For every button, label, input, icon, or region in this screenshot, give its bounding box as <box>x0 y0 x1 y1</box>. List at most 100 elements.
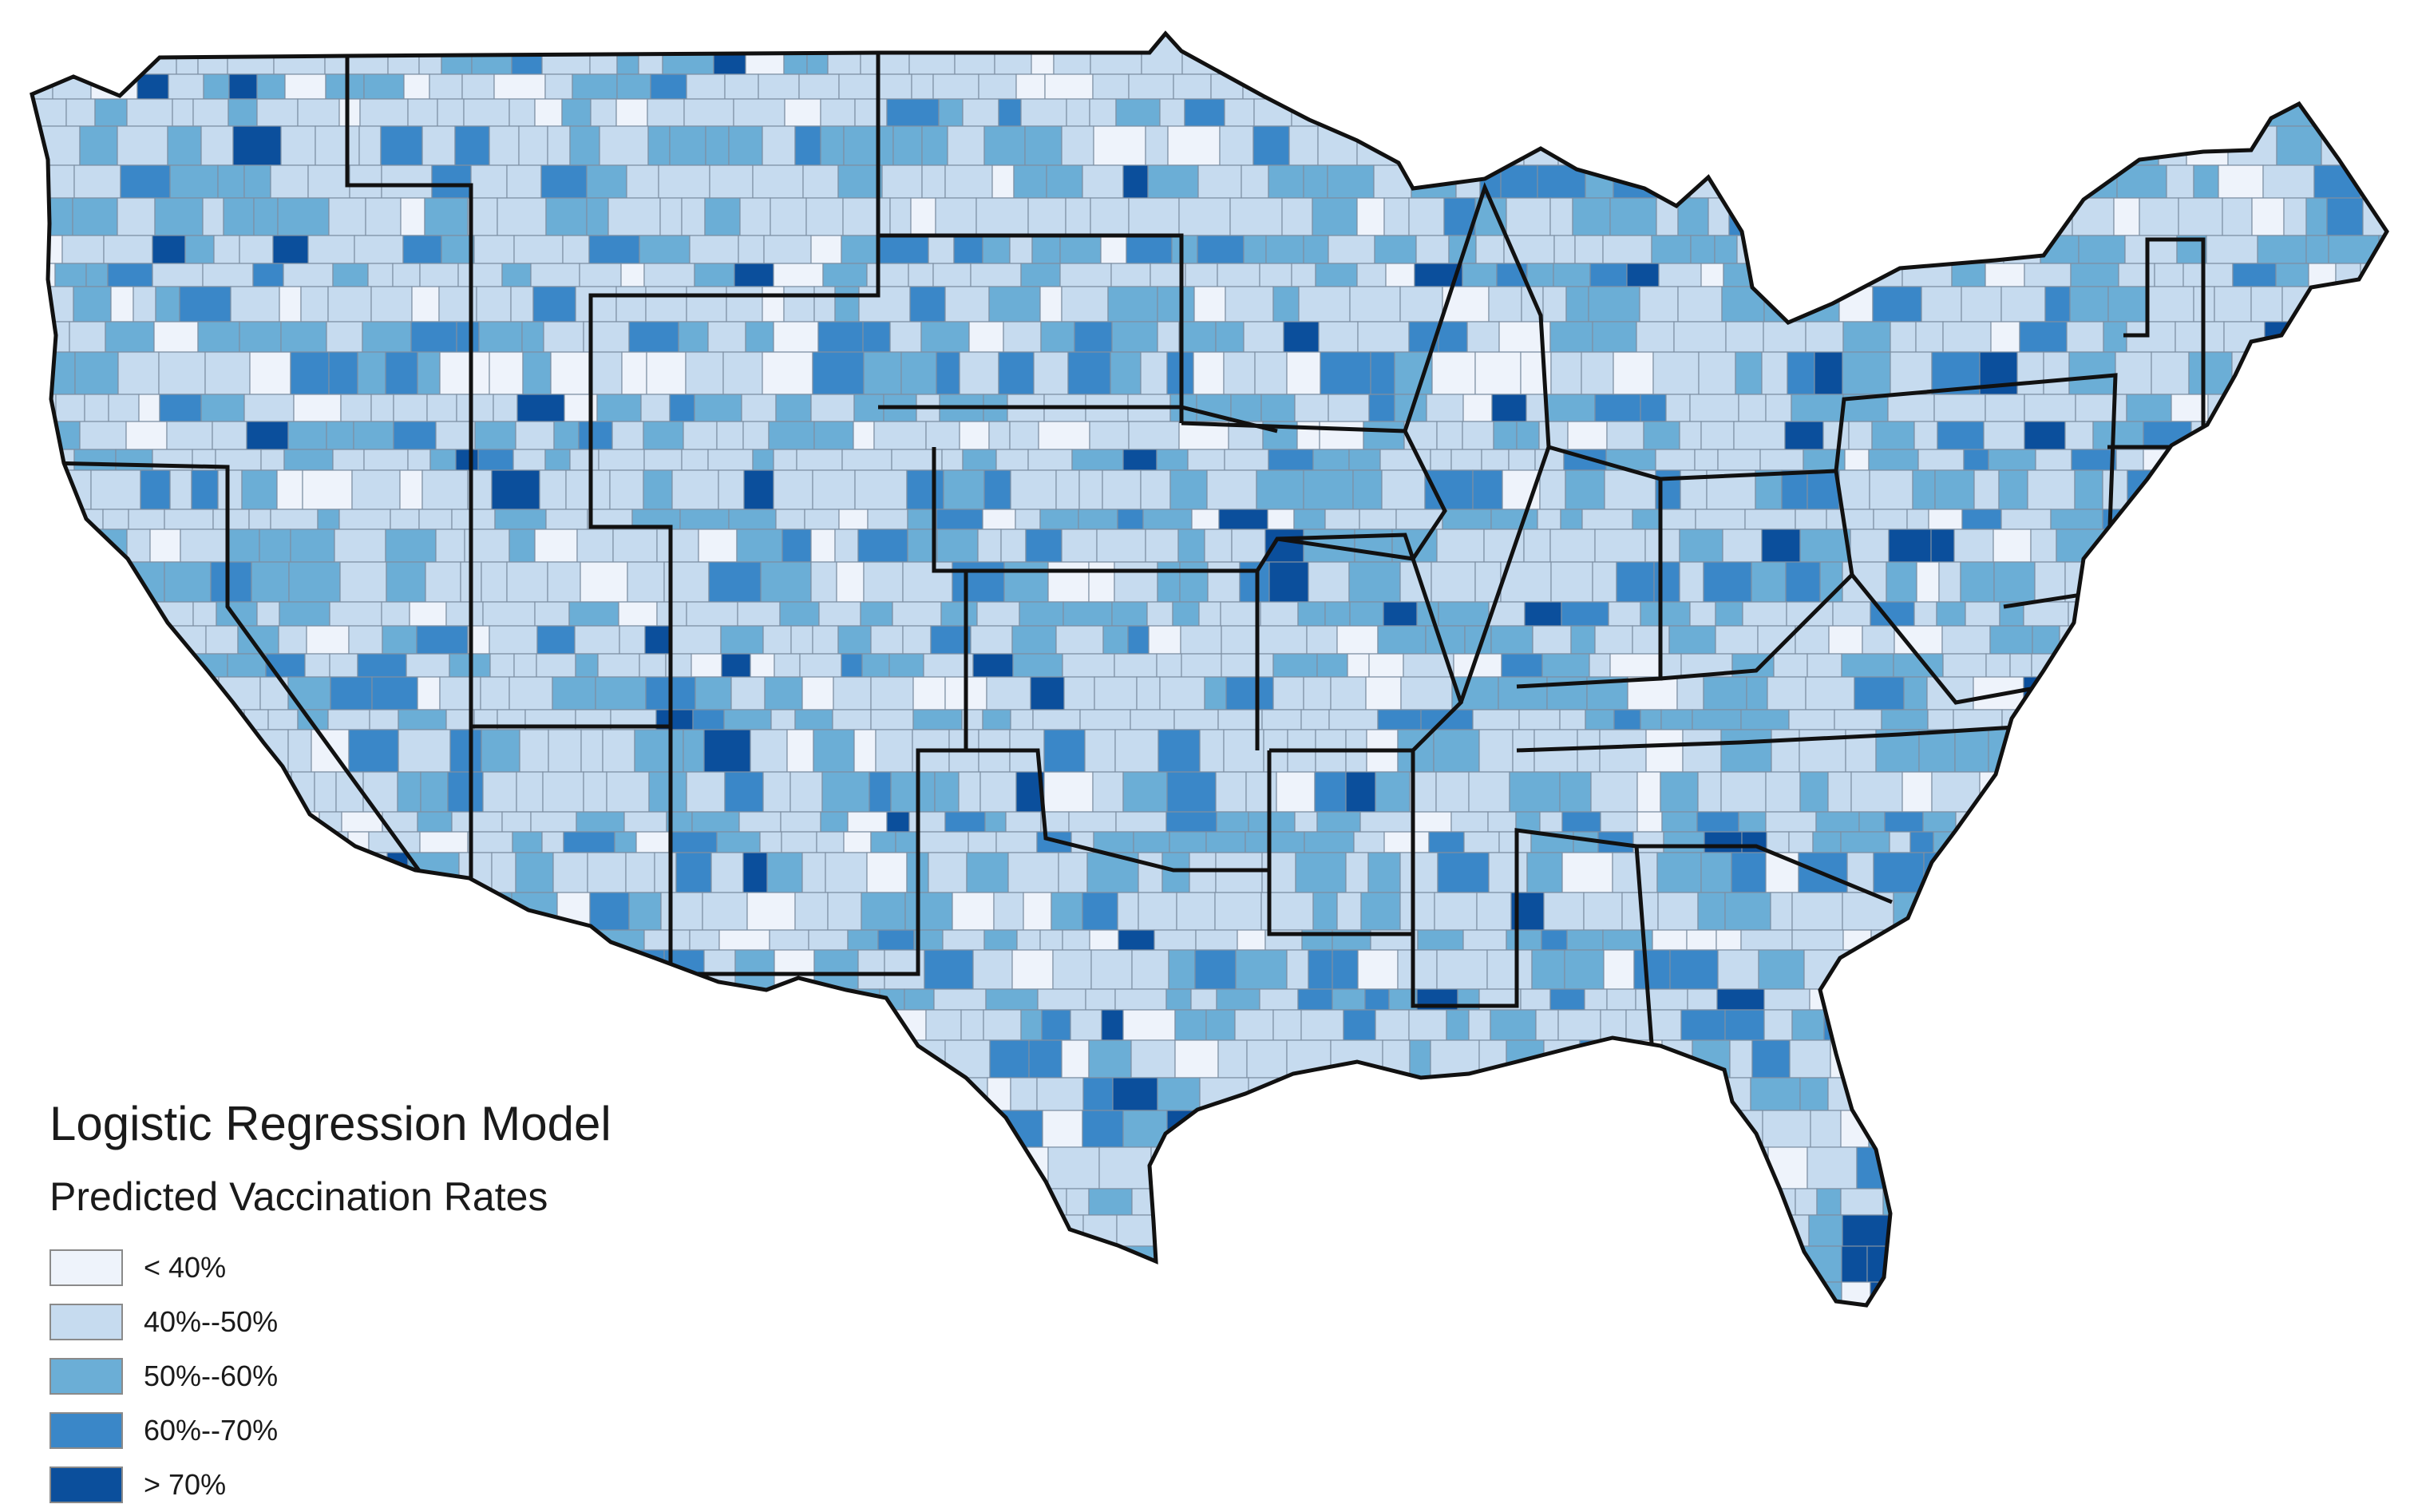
county-region <box>773 1188 805 1216</box>
county-region <box>820 98 856 127</box>
county-region <box>854 469 908 510</box>
county-region <box>991 164 1015 199</box>
county-region <box>1408 197 1445 236</box>
county-region <box>1157 1077 1201 1111</box>
county-region <box>1725 1188 1767 1216</box>
county-region <box>244 811 289 833</box>
county-region <box>786 729 814 773</box>
county-region <box>2308 263 2337 287</box>
county-region <box>1066 1188 1090 1216</box>
county-region <box>1130 709 1175 730</box>
county-region <box>1003 561 1049 603</box>
county-region <box>1259 988 1299 1011</box>
county-region <box>569 1009 611 1041</box>
county-region <box>1092 771 1124 813</box>
county-region <box>2148 676 2171 710</box>
county-region <box>1189 852 1217 893</box>
county-region <box>260 449 285 471</box>
county-region <box>1261 709 1302 730</box>
county-region <box>1253 125 1290 166</box>
county-region <box>431 892 461 931</box>
county-region <box>2316 771 2360 813</box>
county-region <box>1856 1039 1892 1079</box>
county-region <box>743 469 774 510</box>
county-region <box>1312 1214 1342 1247</box>
county-region <box>773 449 797 471</box>
county-region <box>623 1281 655 1305</box>
county-region <box>534 528 578 563</box>
county-region <box>2334 1245 2374 1283</box>
county-region <box>2349 852 2376 893</box>
county-region <box>1000 528 1027 563</box>
county-region <box>2211 625 2239 655</box>
county-region <box>54 263 87 287</box>
county-region <box>827 892 862 931</box>
county-region <box>242 988 283 1011</box>
county-region <box>2353 811 2377 833</box>
county-region <box>1157 561 1181 603</box>
county-region <box>1653 561 1680 603</box>
county-region <box>456 321 480 353</box>
county-region <box>1744 509 1796 530</box>
county-region <box>2324 286 2356 323</box>
county-region <box>1938 1304 1986 1305</box>
county-region <box>1603 949 1635 990</box>
county-region <box>449 729 482 773</box>
county-region <box>689 929 720 951</box>
county-region <box>1656 852 1702 893</box>
legend-label: 40%--50% <box>144 1305 279 1338</box>
county-region <box>2028 1245 2054 1283</box>
county-region <box>908 1281 945 1305</box>
county-region <box>943 469 985 510</box>
county-region <box>432 949 480 990</box>
county-region <box>1276 771 1316 813</box>
county-region <box>2334 509 2377 530</box>
county-region <box>672 1304 706 1305</box>
county-region <box>667 1039 714 1079</box>
county-region <box>1812 831 1842 853</box>
county-region <box>1412 1146 1462 1189</box>
county-region <box>1010 1077 1038 1111</box>
county-region <box>57 528 88 563</box>
county-region <box>2279 811 2306 833</box>
county-region <box>1922 811 1957 833</box>
county-region <box>126 98 173 127</box>
county-region <box>447 988 473 1011</box>
county-region <box>773 263 824 287</box>
county-region <box>2230 709 2252 730</box>
county-region <box>1993 561 2036 603</box>
county-region <box>2166 601 2198 627</box>
county-region <box>1561 601 1609 627</box>
county-region <box>197 321 240 353</box>
county-region <box>69 321 106 353</box>
county-region <box>200 852 252 893</box>
county-region <box>1810 1110 1842 1148</box>
county-region <box>2264 1214 2303 1247</box>
county-region <box>1490 625 1533 655</box>
county-region <box>1462 394 1493 422</box>
county-region <box>1636 1110 1676 1148</box>
county-region <box>1511 1304 1562 1305</box>
county-region <box>1256 469 1304 510</box>
county-region <box>509 528 536 563</box>
county-region <box>2177 1281 2206 1305</box>
county-region <box>2136 625 2184 655</box>
county-region <box>2347 1214 2387 1247</box>
county-region <box>1194 949 1237 990</box>
county-region <box>138 394 160 422</box>
county-region <box>860 601 893 627</box>
county-region <box>1627 676 1678 710</box>
county-region <box>1368 394 1395 422</box>
county-region <box>1572 98 1606 127</box>
county-region <box>32 1009 69 1041</box>
county-region <box>1291 263 1316 287</box>
county-region <box>781 831 817 853</box>
county-region <box>833 676 872 710</box>
county-region <box>1548 1077 1591 1111</box>
county-region <box>1348 561 1401 603</box>
county-region <box>1868 449 1919 471</box>
county-region <box>1013 164 1047 199</box>
county-region <box>2053 125 2080 166</box>
county-region <box>306 625 350 655</box>
county-region <box>386 561 426 603</box>
